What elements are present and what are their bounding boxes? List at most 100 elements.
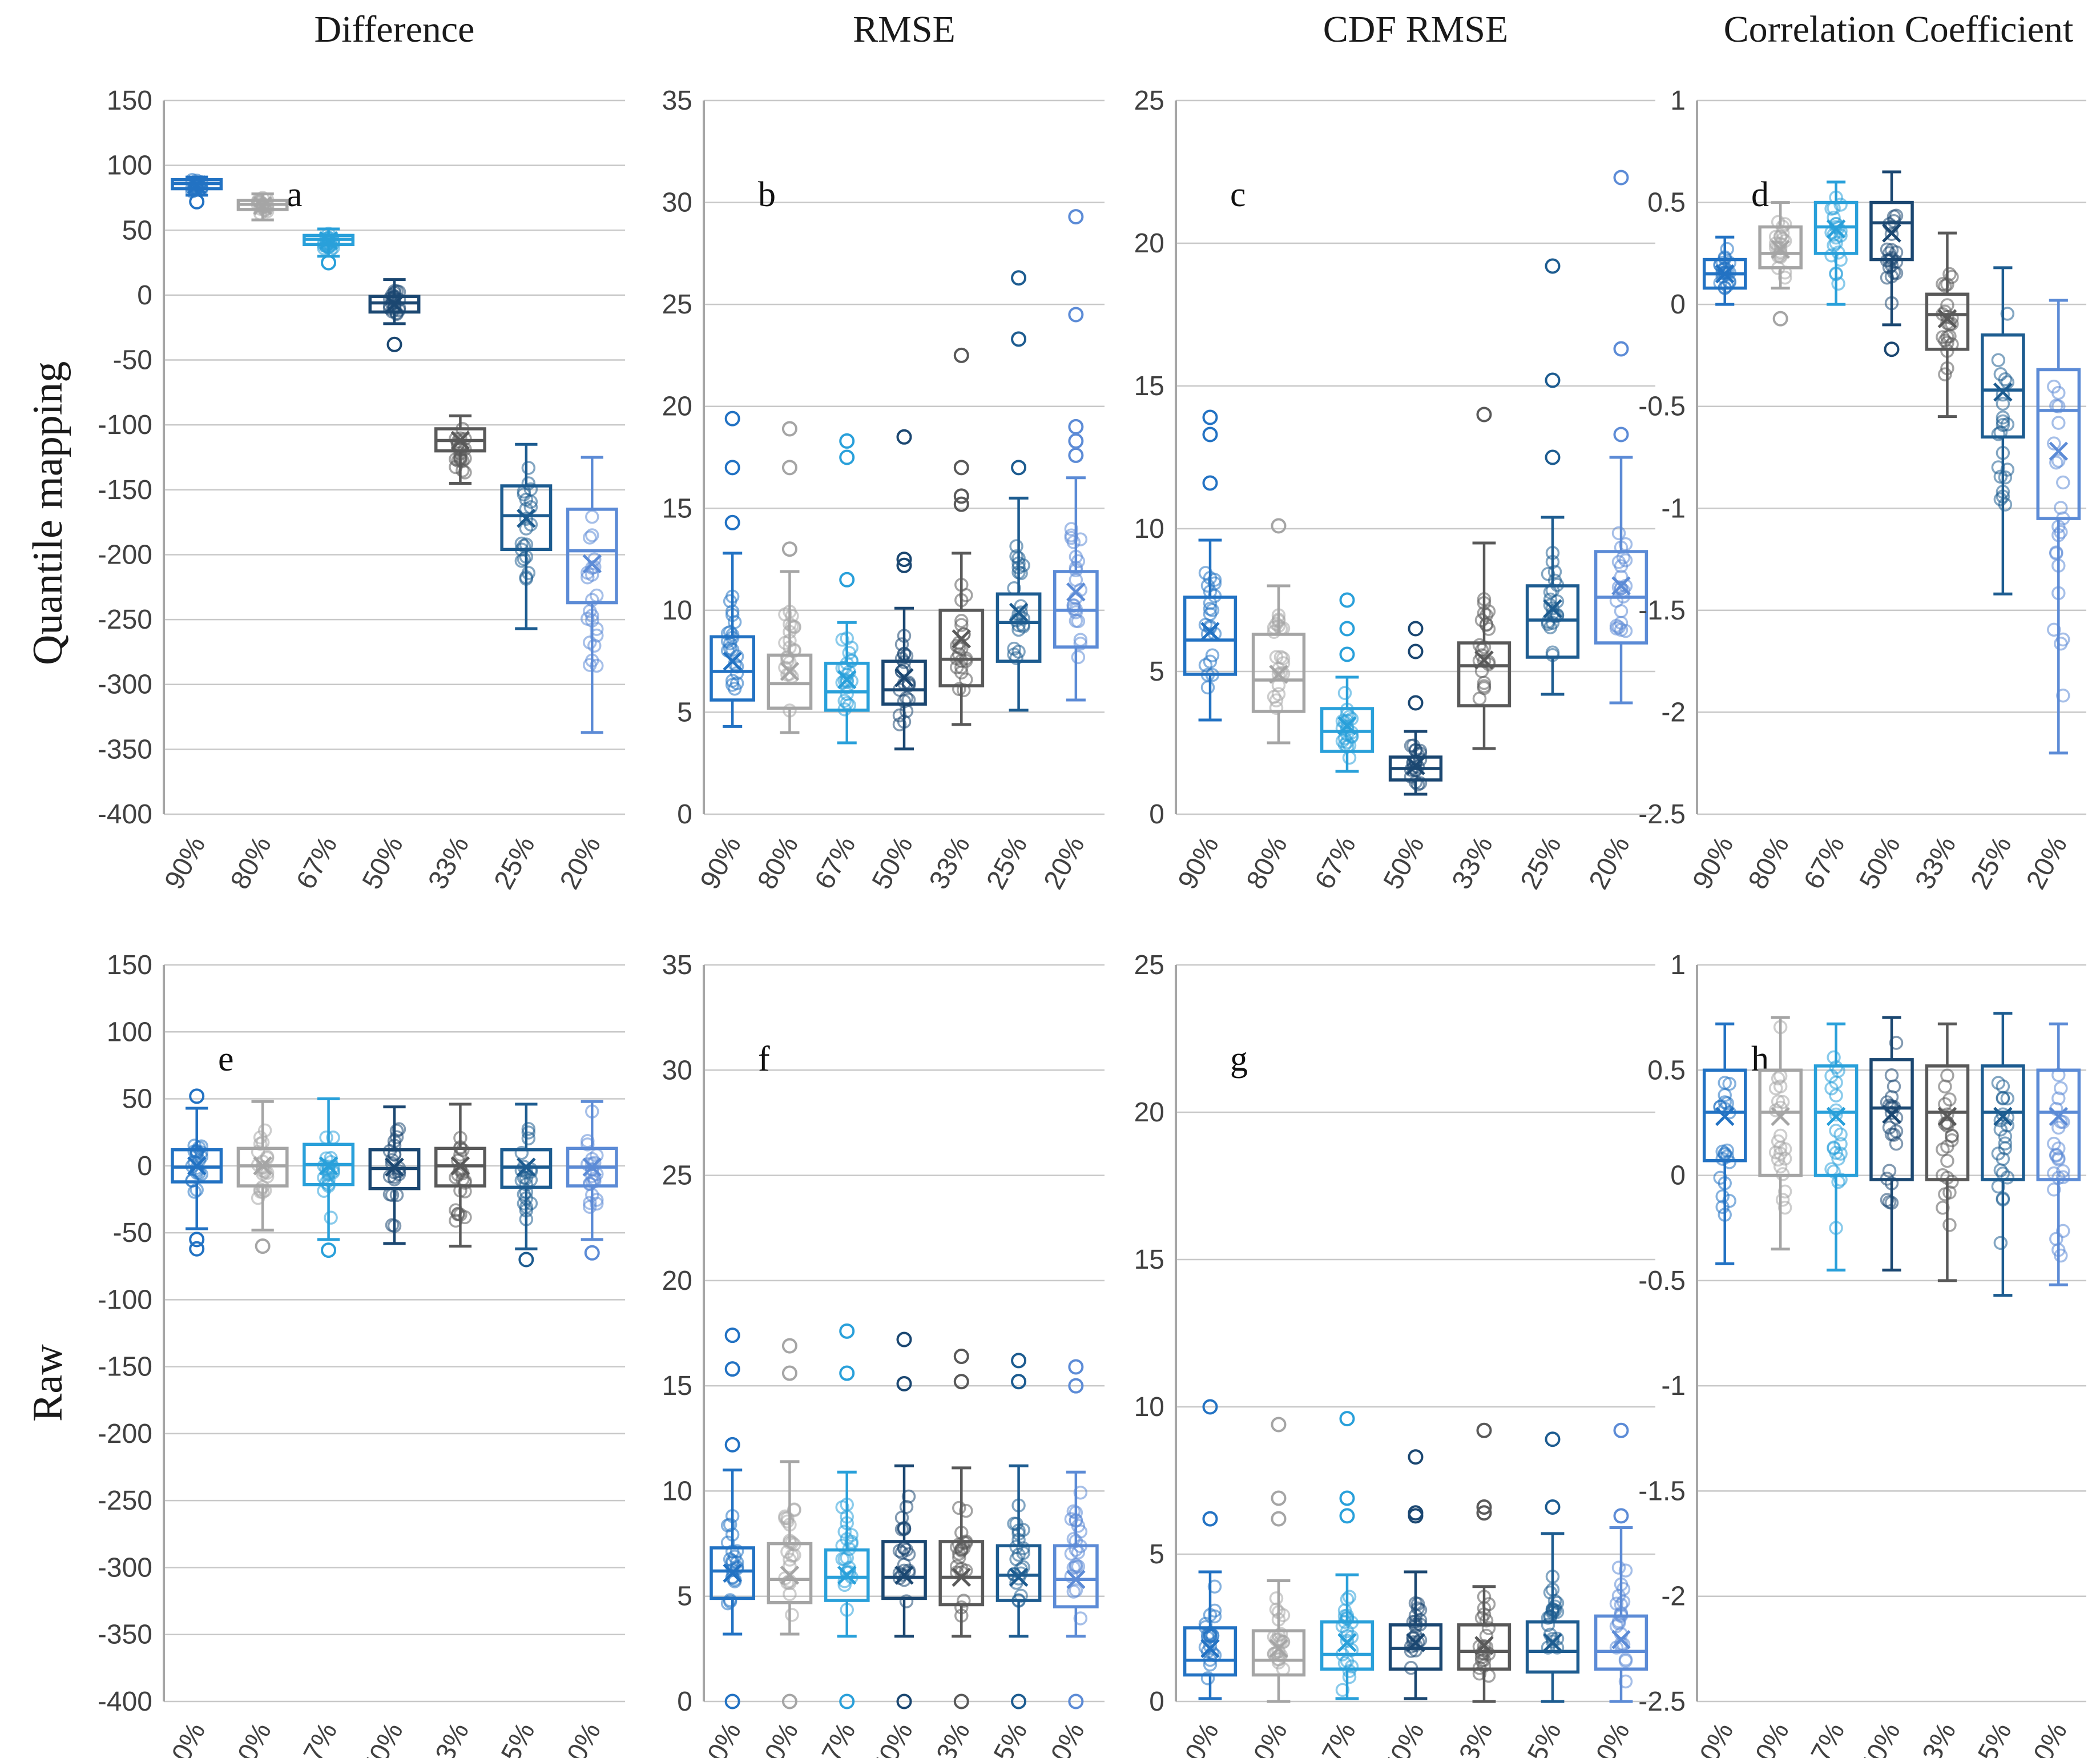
outlier-point	[896, 429, 912, 445]
mean-marker	[385, 1157, 404, 1177]
box-c-50%	[1388, 621, 1443, 796]
x-tick-label: 67%	[809, 831, 862, 894]
outlier-point	[1476, 1505, 1492, 1521]
outlier-point	[255, 1238, 271, 1254]
y-tick-label: -300	[98, 670, 152, 700]
y-tick-label: -250	[98, 605, 152, 635]
y-tick-label: 35	[662, 950, 692, 980]
x-tick-label: 50%	[1854, 831, 1906, 894]
box-f-90%	[710, 1327, 755, 1709]
box-b-90%	[710, 411, 755, 728]
y-tick-label: 20	[662, 392, 692, 422]
y-tick-label: 25	[662, 1161, 692, 1191]
y-tick-label: 20	[662, 1266, 692, 1296]
x-tick-label: 50%	[1378, 1717, 1430, 1758]
outlier-point	[1011, 1693, 1027, 1709]
x-tick-label: 50%	[866, 831, 919, 894]
box-f-20%	[1053, 1359, 1099, 1709]
outlier-point	[1068, 447, 1084, 463]
box-f-67%	[824, 1323, 870, 1709]
mean-marker	[187, 1156, 207, 1176]
outlier-point	[1772, 311, 1788, 327]
mean-marker	[894, 667, 914, 687]
mean-marker	[1771, 239, 1790, 259]
box-c-20%	[1594, 170, 1648, 705]
outlier-point	[1271, 1417, 1287, 1433]
box-e-20%	[566, 1100, 618, 1261]
panel-d: -2.5 -2 -1.5 -1 -0.5 0 0.5 1 d 90% 80% 67% 50% 33% 25%…	[1638, 86, 2086, 894]
outlier-point	[724, 514, 740, 530]
y-tick-label: 150	[107, 950, 152, 980]
y-tick-label: -100	[98, 410, 152, 440]
mean-marker	[1937, 309, 1957, 328]
box-f-50%	[881, 1331, 927, 1709]
y-tick-label: 0	[1670, 1161, 1686, 1191]
box-g-50%	[1388, 1449, 1443, 1700]
box-d-50%	[1869, 170, 1914, 357]
y-tick-label: 30	[662, 188, 692, 218]
mean-marker	[1337, 716, 1357, 735]
outlier-point	[1011, 1353, 1027, 1369]
x-tick-label: 80%	[1743, 1717, 1795, 1758]
box-f-80%	[767, 1338, 813, 1709]
x-tick-label: 50%	[1854, 1717, 1906, 1758]
mean-marker	[1269, 1639, 1288, 1658]
x-tick-label: 20%	[554, 831, 607, 894]
y-tick-label: 10	[662, 596, 692, 626]
outlier-point	[584, 1245, 600, 1261]
outlier-point	[1011, 270, 1027, 286]
y-tick-label: -200	[98, 1419, 152, 1449]
outlier-point	[1476, 1499, 1492, 1515]
mean-marker	[1993, 382, 2013, 402]
y-tick-label: -0.5	[1638, 392, 1686, 422]
y-tick-label: 0	[1670, 289, 1686, 320]
outlier-point	[1202, 409, 1218, 425]
outlier-point	[724, 1693, 740, 1709]
x-tick-label: 67%	[291, 1717, 343, 1758]
y-tick-label: 20	[1134, 1097, 1164, 1128]
x-tick-label: 80%	[225, 831, 277, 894]
outlier-point	[1339, 592, 1355, 608]
box-h-25%	[1981, 1012, 2025, 1297]
box-h-33%	[1925, 1022, 1970, 1282]
box-d-33%	[1925, 231, 1970, 419]
x-tick-label: 50%	[357, 831, 409, 894]
y-tick-label: -50	[113, 1218, 152, 1248]
y-tick-label: -2	[1661, 1582, 1686, 1612]
x-tick-label: 25%	[1965, 1717, 2018, 1758]
outlier-point	[1545, 258, 1561, 274]
mean-marker	[1882, 1104, 1901, 1124]
outlier-point	[1545, 1499, 1561, 1515]
box-b-33%	[938, 347, 985, 726]
mean-marker	[1937, 1107, 1957, 1127]
x-tick-label: 67%	[1798, 831, 1851, 894]
y-tick-label: 5	[677, 697, 692, 727]
x-tick-label: 80%	[752, 1717, 804, 1758]
outlier-point	[781, 460, 797, 476]
panel-letter-b: b	[758, 175, 776, 214]
y-tick-label: 0	[677, 799, 692, 830]
outlier-point	[896, 1693, 912, 1709]
x-tick-label: 25%	[1965, 831, 2018, 894]
outlier-point	[321, 1242, 337, 1258]
outlier-point	[1613, 170, 1629, 186]
y-tick-label: 50	[122, 1084, 152, 1115]
x-tick-label: 20%	[554, 1717, 607, 1758]
mean-marker	[1200, 1639, 1220, 1658]
x-tick-label: 90%	[695, 1717, 747, 1758]
y-tick-label: 25	[1134, 950, 1164, 980]
box-h-90%	[1702, 1022, 1747, 1265]
panel-a: -400 -350 -300 -250 -200 -150 -100 -50 0 50 100 150…	[98, 86, 625, 894]
outlier-point	[953, 1374, 969, 1390]
x-tick-label: 33%	[924, 1717, 976, 1758]
box-d-25%	[1981, 266, 2025, 596]
mean-marker	[1882, 223, 1901, 243]
y-tick-label: -50	[113, 345, 152, 376]
mean-marker	[1993, 1107, 2013, 1127]
outlier-point	[321, 255, 337, 271]
x-tick-label: 20%	[1038, 1717, 1091, 1758]
x-tick-label: 25%	[489, 1717, 541, 1758]
x-tick-label: 90%	[1172, 1717, 1225, 1758]
outlier-point	[839, 1693, 855, 1709]
